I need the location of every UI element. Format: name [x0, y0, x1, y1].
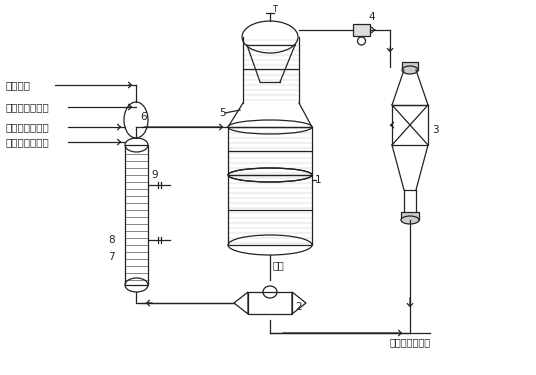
- Text: 2: 2: [295, 302, 302, 312]
- Text: 9: 9: [151, 170, 158, 180]
- Text: 4: 4: [368, 12, 375, 22]
- Text: 甲醇: 甲醇: [273, 260, 285, 270]
- Text: 6: 6: [140, 112, 147, 122]
- Bar: [228, 175, 312, 245]
- Ellipse shape: [401, 216, 419, 224]
- Text: 7: 7: [108, 252, 115, 262]
- Bar: [401, 212, 419, 220]
- Text: 软水来自软水泵: 软水来自软水泵: [5, 137, 49, 147]
- Bar: [125, 145, 148, 285]
- Text: 循环尾气: 循环尾气: [5, 80, 30, 90]
- Bar: [402, 62, 418, 70]
- Text: 3: 3: [432, 125, 438, 135]
- Text: 空气来自罗茨机: 空气来自罗茨机: [5, 102, 49, 112]
- Text: 甲醇来自甲醇泵: 甲醇来自甲醇泵: [5, 122, 49, 132]
- Text: 1: 1: [315, 175, 322, 185]
- Bar: [392, 105, 428, 145]
- Bar: [353, 24, 370, 36]
- Text: 5: 5: [219, 108, 226, 118]
- Ellipse shape: [402, 66, 418, 74]
- Text: 8: 8: [108, 235, 115, 245]
- Text: 送至甲醇吸收塔: 送至甲醇吸收塔: [390, 337, 431, 347]
- Text: T: T: [272, 4, 277, 13]
- Bar: [248, 292, 292, 314]
- Bar: [228, 127, 312, 175]
